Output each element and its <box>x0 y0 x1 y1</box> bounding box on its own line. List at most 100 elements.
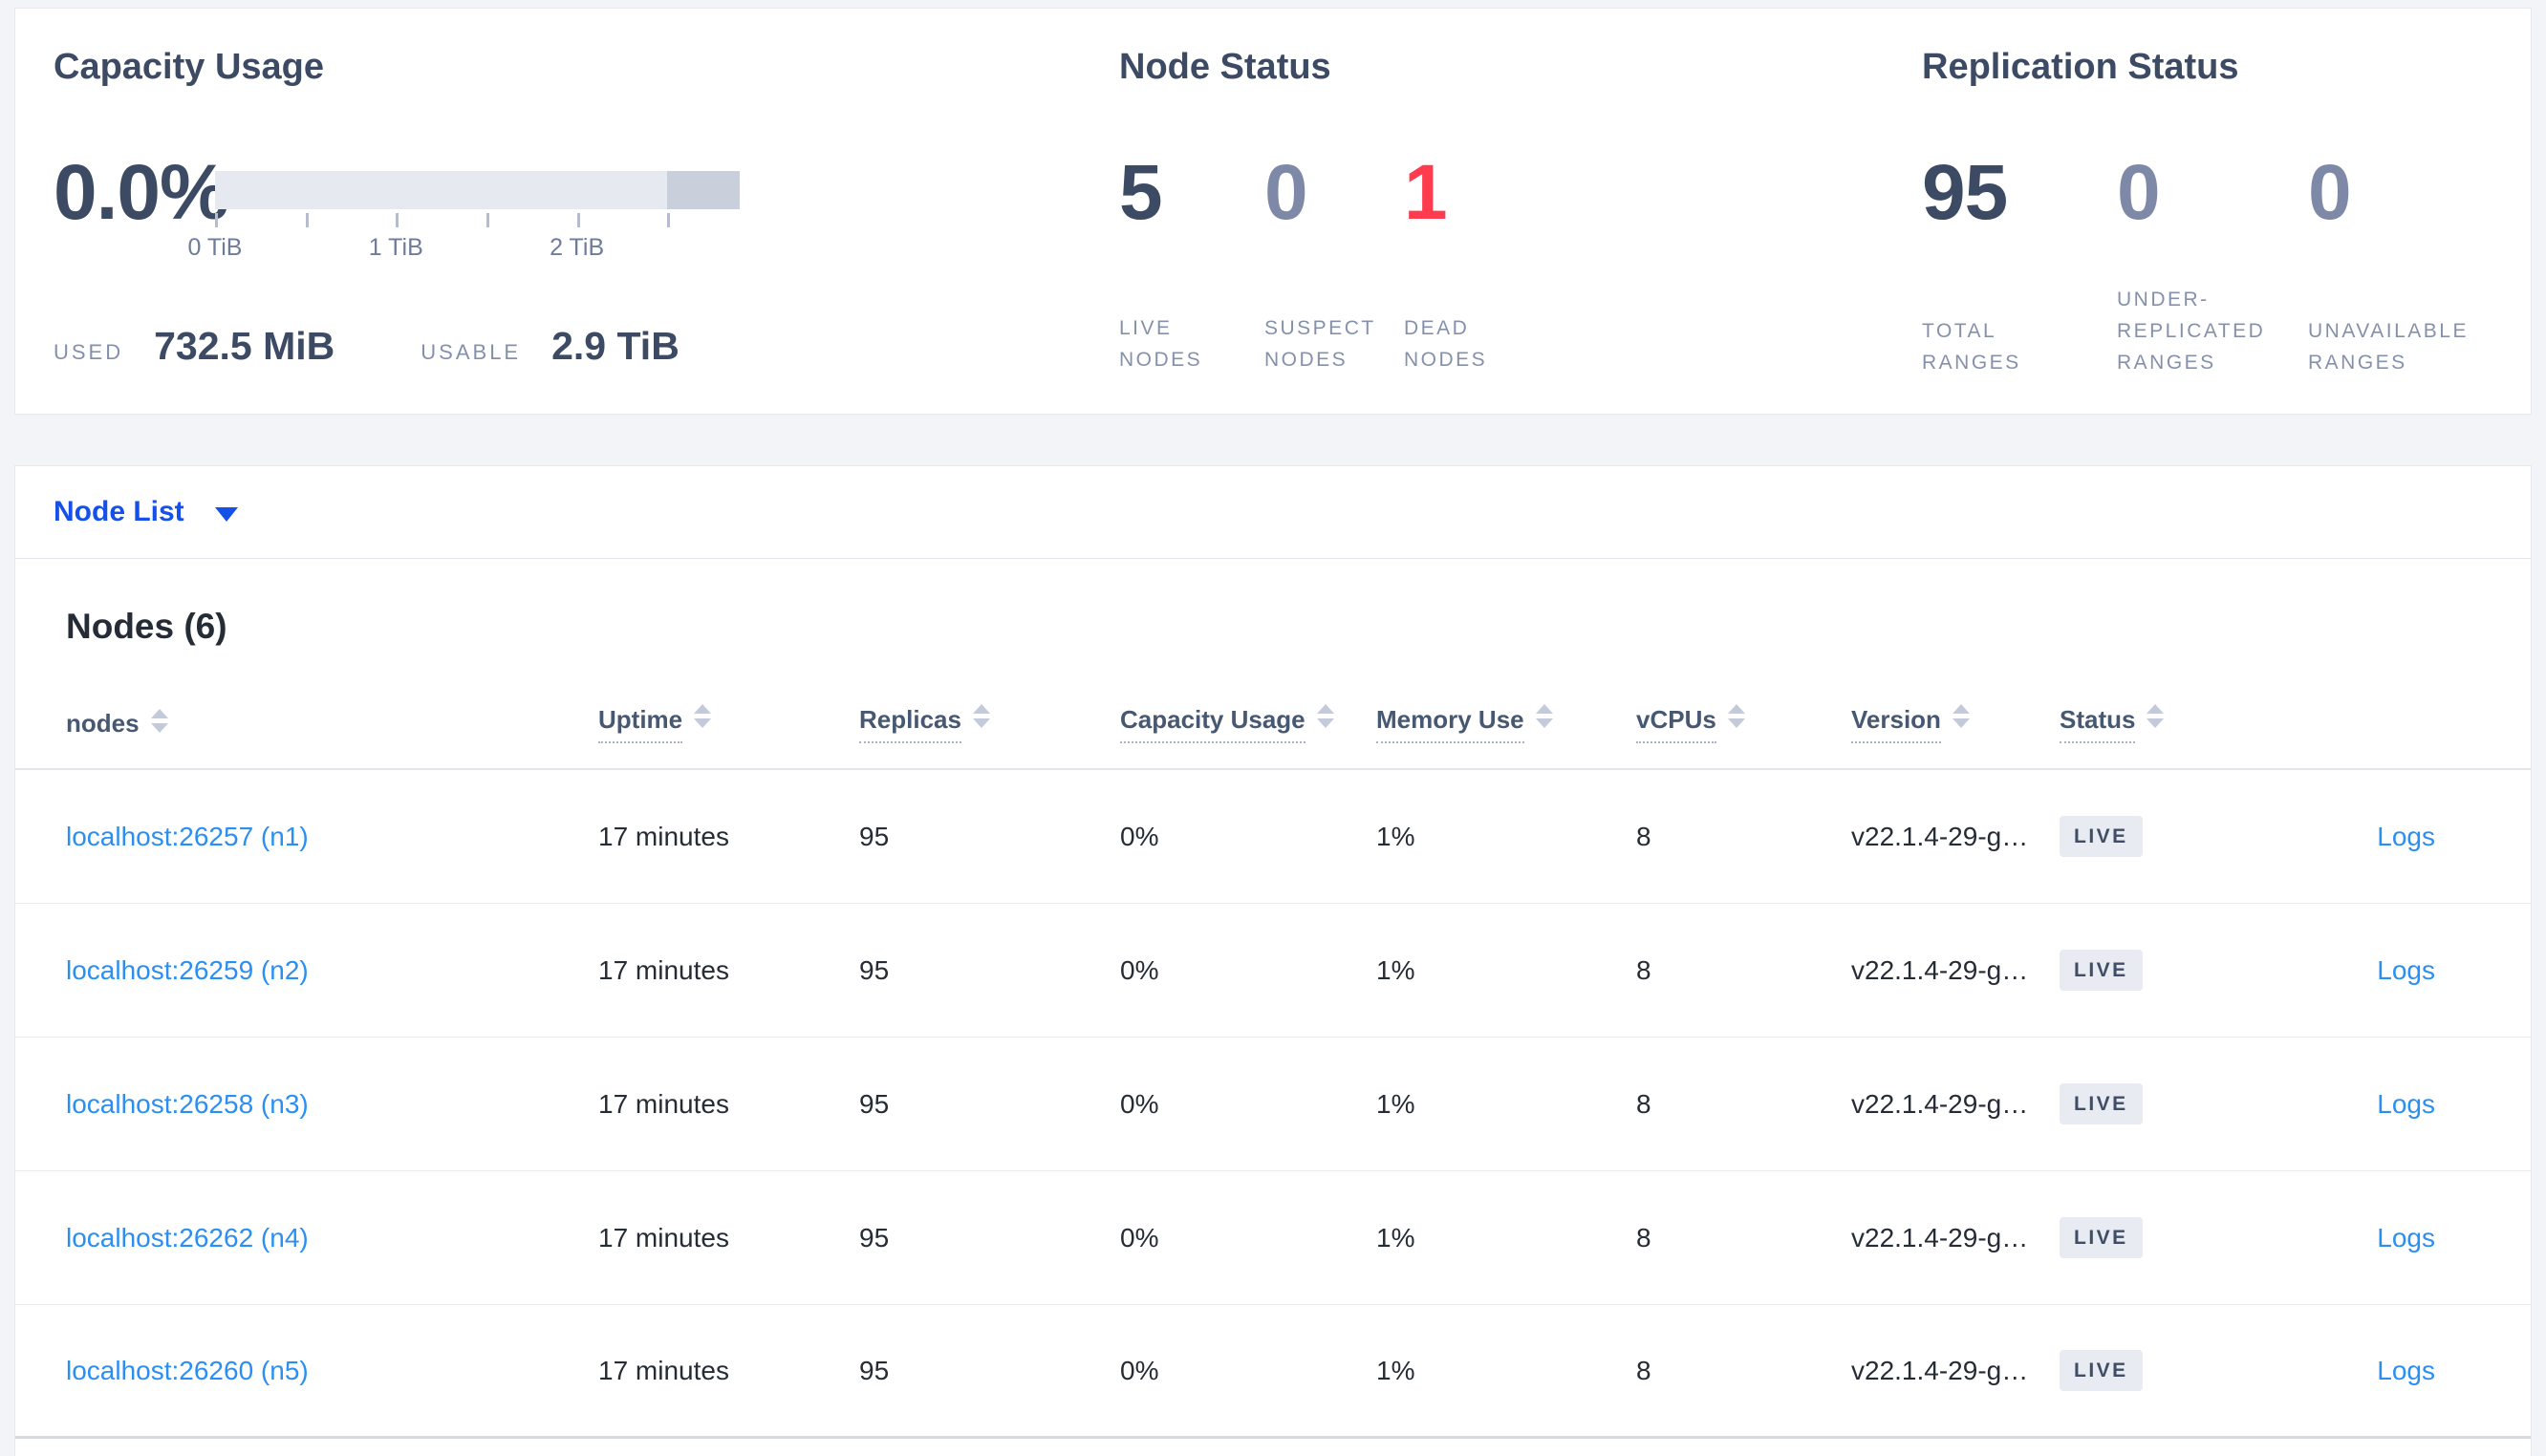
column-header-version[interactable]: Version <box>1851 704 2060 743</box>
capacity-tick <box>485 213 489 227</box>
cluster-summary-card: Capacity Usage 0.0% 0 TiB 1 TiB 2 TiB US… <box>14 8 2532 415</box>
suspect-nodes-count: 0 <box>1264 149 1308 236</box>
logs-link[interactable]: Logs <box>2377 821 2435 851</box>
capacity-stats-row: USED 732.5 MiB USABLE 2.9 TiB <box>54 324 680 369</box>
status-badge: LIVE <box>2060 1217 2143 1258</box>
node-link[interactable]: localhost:26262 (n4) <box>66 1222 309 1253</box>
capacity-tick <box>215 213 218 227</box>
version-cell: v22.1.4-29-g… <box>1851 1088 2029 1119</box>
sort-icon <box>694 704 712 729</box>
table-row: localhost:26260 (n5) 17 minutes 95 0% 1%… <box>15 1305 2531 1439</box>
memory-cell: 1% <box>1376 1355 1415 1385</box>
nodes-table-header: nodes Uptime Replicas Capacity Usage Mem… <box>15 679 2531 770</box>
uptime-cell: 17 minutes <box>598 1222 729 1253</box>
capacity-bar-track <box>215 171 740 209</box>
capacity-tick <box>576 213 580 227</box>
nodes-section-heading: Nodes (6) <box>66 607 227 646</box>
table-row: localhost:26258 (n3) 17 minutes 95 0% 1%… <box>15 1038 2531 1171</box>
replicas-cell: 95 <box>859 1355 890 1385</box>
dead-nodes-count: 1 <box>1404 149 1448 236</box>
capacity-cell: 0% <box>1120 1222 1159 1253</box>
view-selector-dropdown[interactable]: Node List <box>54 496 238 528</box>
node-link[interactable]: localhost:26257 (n1) <box>66 821 309 851</box>
usable-label: USABLE <box>421 340 522 364</box>
live-nodes-count: 5 <box>1119 149 1163 236</box>
capacity-tick <box>305 213 309 227</box>
capacity-bar-reserved-segment <box>667 171 740 209</box>
logs-link[interactable]: Logs <box>2377 1088 2435 1119</box>
unavailable-ranges-label: UNAVAILABLE RANGES <box>2308 320 2469 374</box>
status-badge: LIVE <box>2060 816 2143 857</box>
memory-cell: 1% <box>1376 1088 1415 1119</box>
replicas-cell: 95 <box>859 821 890 851</box>
version-cell: v22.1.4-29-g… <box>1851 1355 2029 1385</box>
capacity-tick-label: 2 TiB <box>550 234 605 261</box>
uptime-cell: 17 minutes <box>598 1088 729 1119</box>
nodes-card: Node List Nodes (6) nodes Uptime Replica… <box>14 465 2532 1456</box>
node-status-panel: Node Status 5 0 1 LIVE NODES SUSPECT NOD… <box>1119 9 1922 414</box>
uptime-cell: 17 minutes <box>598 1355 729 1385</box>
capacity-tick-label: 1 TiB <box>368 234 423 261</box>
node-link[interactable]: localhost:26260 (n5) <box>66 1355 309 1385</box>
sort-icon <box>972 704 990 729</box>
sort-icon <box>1727 704 1745 729</box>
column-header-replicas[interactable]: Replicas <box>859 704 1120 743</box>
usable-value: 2.9 TiB <box>551 324 680 368</box>
memory-cell: 1% <box>1376 821 1415 851</box>
sort-icon <box>1316 704 1334 729</box>
sort-icon <box>1952 704 1970 729</box>
replication-status-panel: Replication Status 95 0 0 TOTAL RANGES U… <box>1922 9 2534 414</box>
vcpus-cell: 8 <box>1636 821 1651 851</box>
vcpus-cell: 8 <box>1636 954 1651 985</box>
capacity-usage-title: Capacity Usage <box>54 47 325 87</box>
live-nodes-label: LIVE NODES <box>1119 317 1203 371</box>
capacity-tick-label: 0 TiB <box>187 234 243 261</box>
capacity-cell: 0% <box>1120 954 1159 985</box>
view-selector-bar: Node List <box>15 466 2531 559</box>
column-header-vcpus[interactable]: vCPUs <box>1636 704 1851 743</box>
capacity-tick <box>396 213 399 227</box>
table-row: localhost:26262 (n4) 17 minutes 95 0% 1%… <box>15 1171 2531 1305</box>
view-selector-label: Node List <box>54 496 184 527</box>
capacity-percent-value: 0.0% <box>54 149 229 236</box>
node-link[interactable]: localhost:26258 (n3) <box>66 1088 309 1119</box>
unavailable-ranges-count: 0 <box>2308 149 2352 236</box>
vcpus-cell: 8 <box>1636 1355 1651 1385</box>
replicas-cell: 95 <box>859 1222 890 1253</box>
chevron-down-icon <box>214 506 238 522</box>
under-replicated-ranges-count: 0 <box>2117 149 2161 236</box>
sort-icon <box>150 708 168 733</box>
column-header-capacity-usage[interactable]: Capacity Usage <box>1120 704 1376 743</box>
column-header-nodes[interactable]: nodes <box>66 708 598 739</box>
vcpus-cell: 8 <box>1636 1088 1651 1119</box>
table-row: localhost:26257 (n1) 17 minutes 95 0% 1%… <box>15 770 2531 904</box>
column-header-memory-use[interactable]: Memory Use <box>1376 704 1636 743</box>
status-badge: LIVE <box>2060 950 2143 991</box>
memory-cell: 1% <box>1376 954 1415 985</box>
capacity-cell: 0% <box>1120 1355 1159 1385</box>
column-header-status[interactable]: Status <box>2060 704 2279 743</box>
column-header-uptime[interactable]: Uptime <box>598 704 859 743</box>
total-ranges-count: 95 <box>1922 149 2008 236</box>
capacity-cell: 0% <box>1120 821 1159 851</box>
logs-link[interactable]: Logs <box>2377 1222 2435 1253</box>
logs-link[interactable]: Logs <box>2377 954 2435 985</box>
sort-icon <box>2147 704 2165 729</box>
capacity-cell: 0% <box>1120 1088 1159 1119</box>
replicas-cell: 95 <box>859 954 890 985</box>
uptime-cell: 17 minutes <box>598 821 729 851</box>
status-badge: LIVE <box>2060 1083 2143 1124</box>
table-row: localhost:26259 (n2) 17 minutes 95 0% 1%… <box>15 904 2531 1038</box>
dead-nodes-label: DEAD NODES <box>1404 317 1488 371</box>
suspect-nodes-label: SUSPECT NODES <box>1264 317 1376 371</box>
replication-status-title: Replication Status <box>1922 47 2239 87</box>
logs-link[interactable]: Logs <box>2377 1355 2435 1385</box>
capacity-tick <box>667 213 671 227</box>
replicas-cell: 95 <box>859 1088 890 1119</box>
status-badge: LIVE <box>2060 1350 2143 1391</box>
total-ranges-label: TOTAL RANGES <box>1922 320 2021 374</box>
used-value: 732.5 MiB <box>154 324 335 368</box>
uptime-cell: 17 minutes <box>598 954 729 985</box>
capacity-usage-panel: Capacity Usage 0.0% 0 TiB 1 TiB 2 TiB US… <box>54 9 1086 414</box>
node-link[interactable]: localhost:26259 (n2) <box>66 954 309 985</box>
